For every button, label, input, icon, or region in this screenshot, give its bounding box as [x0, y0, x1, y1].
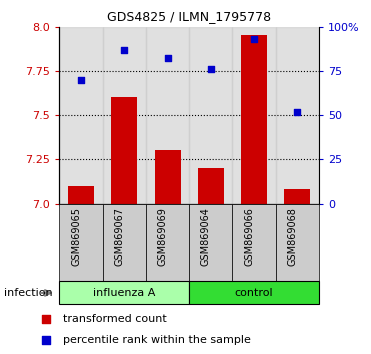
- Bar: [111, 97, 137, 204]
- Text: control: control: [235, 288, 273, 298]
- Text: percentile rank within the sample: percentile rank within the sample: [63, 335, 251, 345]
- Bar: [68, 186, 94, 204]
- Title: GDS4825 / ILMN_1795778: GDS4825 / ILMN_1795778: [107, 10, 271, 23]
- Bar: [155, 150, 181, 204]
- Text: GSM869068: GSM869068: [288, 207, 298, 266]
- Bar: [146, 204, 189, 281]
- Bar: [189, 281, 319, 304]
- Point: [121, 47, 127, 52]
- Point: [165, 56, 171, 61]
- Bar: [189, 27, 233, 204]
- Text: transformed count: transformed count: [63, 314, 167, 324]
- Text: GSM869065: GSM869065: [71, 207, 81, 267]
- Bar: [146, 27, 189, 204]
- Text: GSM869067: GSM869067: [114, 207, 124, 267]
- Point: [43, 316, 49, 321]
- Bar: [59, 281, 189, 304]
- Bar: [103, 204, 146, 281]
- Text: GSM869066: GSM869066: [244, 207, 254, 266]
- Point: [251, 36, 257, 42]
- Bar: [189, 204, 233, 281]
- Bar: [276, 204, 319, 281]
- Bar: [233, 27, 276, 204]
- Bar: [198, 168, 224, 204]
- Bar: [59, 204, 103, 281]
- Bar: [233, 204, 276, 281]
- Bar: [59, 27, 103, 204]
- Bar: [285, 189, 311, 204]
- Bar: [241, 35, 267, 204]
- Text: GSM869069: GSM869069: [158, 207, 168, 266]
- Text: GSM869064: GSM869064: [201, 207, 211, 266]
- Point: [43, 337, 49, 343]
- Point: [78, 77, 84, 82]
- Bar: [103, 27, 146, 204]
- Text: influenza A: influenza A: [93, 288, 155, 298]
- Point: [208, 66, 214, 72]
- Bar: [276, 27, 319, 204]
- Text: infection: infection: [4, 288, 52, 298]
- Point: [295, 109, 301, 114]
